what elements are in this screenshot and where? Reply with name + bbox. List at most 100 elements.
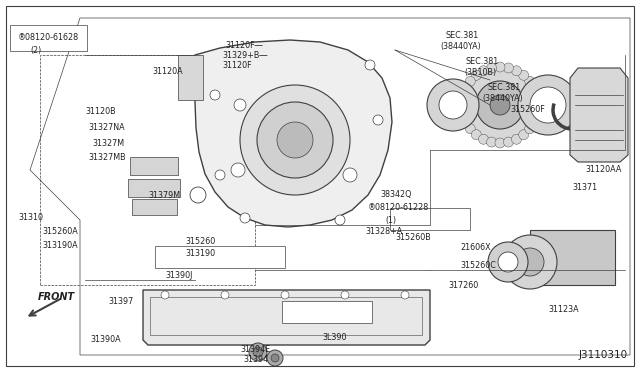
Circle shape <box>518 75 578 135</box>
Circle shape <box>525 76 534 86</box>
Bar <box>132 199 177 215</box>
Circle shape <box>401 291 409 299</box>
Circle shape <box>490 95 510 115</box>
Bar <box>530 230 615 285</box>
Circle shape <box>341 291 349 299</box>
Text: 31120F: 31120F <box>222 61 252 71</box>
Bar <box>128 179 180 197</box>
Circle shape <box>486 137 497 147</box>
Bar <box>282 301 372 323</box>
Circle shape <box>532 109 542 118</box>
Text: (3B10B): (3B10B) <box>464 68 496 77</box>
Circle shape <box>525 124 534 134</box>
Circle shape <box>503 235 557 289</box>
Text: 315260: 315260 <box>185 237 215 247</box>
Text: 31120A: 31120A <box>152 67 182 77</box>
Bar <box>40 55 255 285</box>
Circle shape <box>439 91 467 119</box>
Text: 317260: 317260 <box>448 280 478 289</box>
Circle shape <box>210 90 220 100</box>
Circle shape <box>277 122 313 158</box>
Text: 31328+A: 31328+A <box>365 228 403 237</box>
Circle shape <box>234 99 246 111</box>
Text: 31327M: 31327M <box>92 138 124 148</box>
Circle shape <box>511 134 522 144</box>
Circle shape <box>529 116 540 126</box>
Text: SEC.381: SEC.381 <box>445 31 478 39</box>
Text: (2): (2) <box>30 45 41 55</box>
Circle shape <box>240 85 350 195</box>
Circle shape <box>495 138 505 148</box>
Circle shape <box>504 137 513 147</box>
Polygon shape <box>143 290 430 345</box>
Text: 31394E: 31394E <box>240 346 270 355</box>
Circle shape <box>465 124 476 134</box>
Circle shape <box>281 291 289 299</box>
Circle shape <box>221 291 229 299</box>
Circle shape <box>462 67 538 143</box>
Text: 313190A: 313190A <box>42 241 77 250</box>
Circle shape <box>457 100 467 110</box>
Text: 31120AA: 31120AA <box>585 166 621 174</box>
Text: 315260F: 315260F <box>510 106 545 115</box>
Circle shape <box>231 163 245 177</box>
Circle shape <box>465 76 476 86</box>
Text: 31394: 31394 <box>243 356 268 365</box>
Circle shape <box>427 79 479 131</box>
Circle shape <box>518 70 529 80</box>
Circle shape <box>495 62 505 72</box>
Text: ®08120-61628: ®08120-61628 <box>18 33 79 42</box>
Circle shape <box>486 63 497 73</box>
FancyBboxPatch shape <box>155 246 285 268</box>
Text: 31329+B―: 31329+B― <box>222 51 268 61</box>
Circle shape <box>271 354 279 362</box>
Circle shape <box>532 92 542 102</box>
Text: J3110310: J3110310 <box>579 350 628 360</box>
Text: 31379M: 31379M <box>148 192 180 201</box>
Text: ®08120-61228: ®08120-61228 <box>368 203 429 212</box>
Circle shape <box>343 168 357 182</box>
Circle shape <box>533 100 543 110</box>
Circle shape <box>458 109 468 118</box>
Text: 31327MB: 31327MB <box>88 153 125 161</box>
Polygon shape <box>570 68 628 162</box>
Text: 31310: 31310 <box>18 214 43 222</box>
Text: (38440YA): (38440YA) <box>440 42 481 51</box>
Circle shape <box>335 215 345 225</box>
Circle shape <box>516 248 544 276</box>
Text: (38440YA): (38440YA) <box>482 94 523 103</box>
Circle shape <box>479 134 488 144</box>
Text: 31120F―: 31120F― <box>225 42 262 51</box>
Text: 31390J: 31390J <box>165 270 193 279</box>
Text: 31390A: 31390A <box>90 336 120 344</box>
Circle shape <box>471 70 481 80</box>
Text: FRONT: FRONT <box>38 292 75 302</box>
Text: 21606X: 21606X <box>460 244 491 253</box>
Circle shape <box>471 130 481 140</box>
Circle shape <box>240 213 250 223</box>
Bar <box>390 208 470 230</box>
Circle shape <box>249 343 267 361</box>
Text: SEC.381: SEC.381 <box>488 83 521 93</box>
Circle shape <box>458 92 468 102</box>
Text: 315260B: 315260B <box>395 234 431 243</box>
Text: 315260A: 315260A <box>42 228 77 237</box>
Circle shape <box>511 66 522 76</box>
Circle shape <box>267 350 283 366</box>
Text: 31327NA: 31327NA <box>88 124 125 132</box>
Bar <box>130 157 178 175</box>
Circle shape <box>365 60 375 70</box>
Circle shape <box>461 116 471 126</box>
Text: 313190: 313190 <box>185 250 215 259</box>
Text: 31371: 31371 <box>572 183 597 192</box>
Circle shape <box>529 83 540 93</box>
Text: 38342Q: 38342Q <box>380 190 412 199</box>
Text: 315260C: 315260C <box>460 260 496 269</box>
Circle shape <box>215 170 225 180</box>
Circle shape <box>498 252 518 272</box>
Circle shape <box>479 66 488 76</box>
Circle shape <box>518 130 529 140</box>
Circle shape <box>461 83 471 93</box>
Circle shape <box>257 102 333 178</box>
Circle shape <box>530 87 566 123</box>
